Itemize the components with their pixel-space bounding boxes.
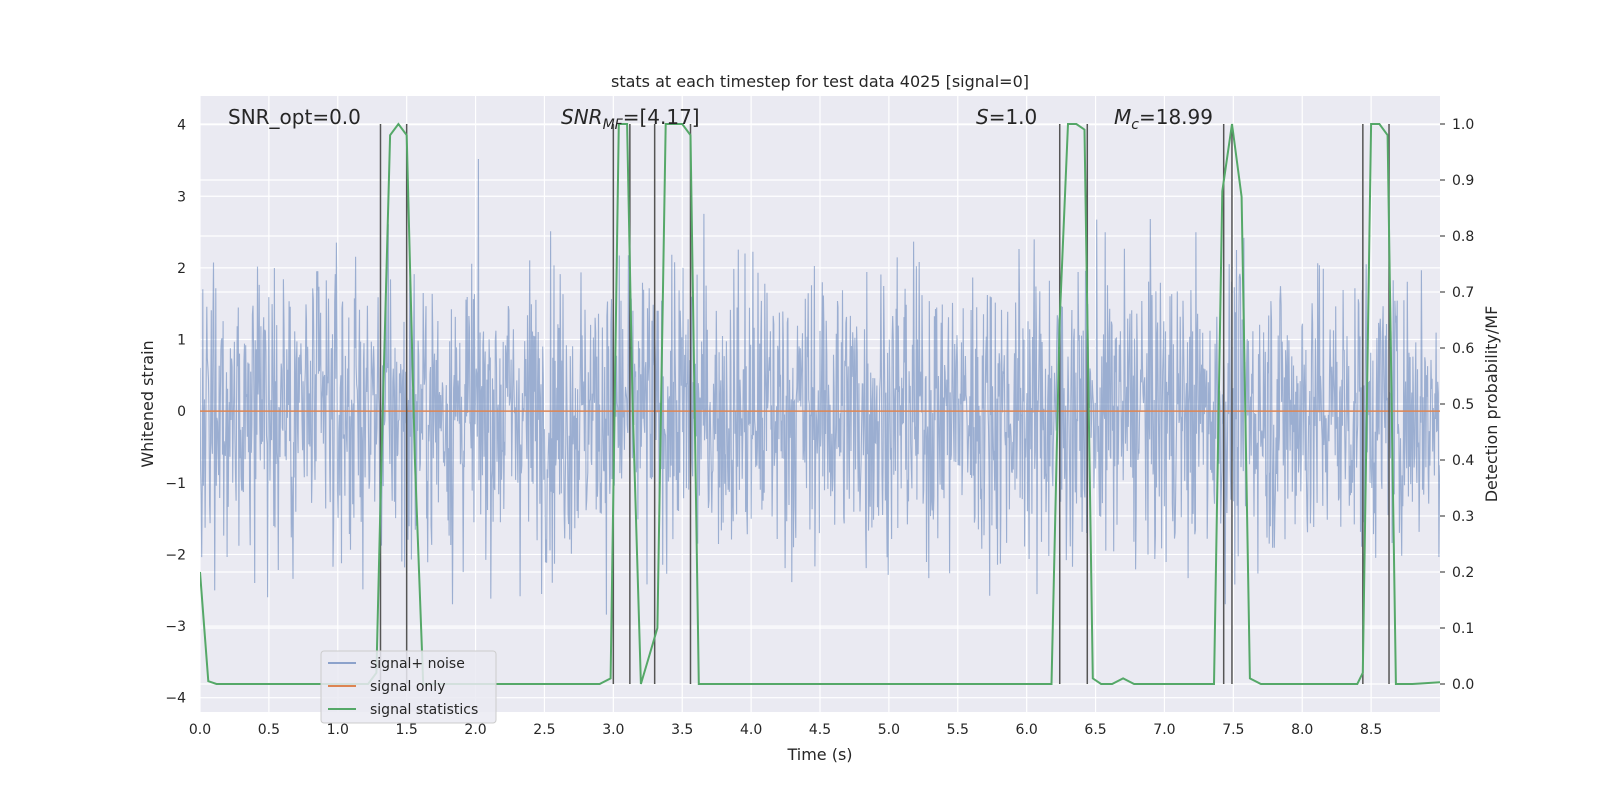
y-tick-label: 1 (177, 333, 186, 349)
y2-tick-label: 0.5 (1452, 397, 1474, 413)
y-axis-ticks: −4 −3 −2 −1 0 1 2 3 4 (165, 118, 186, 707)
x-tick-label: 7.5 (1222, 722, 1244, 738)
y-tick-label: 4 (177, 118, 186, 134)
legend-label-signal-statistics: signal statistics (370, 702, 478, 718)
chart-title: stats at each timestep for test data 402… (611, 72, 1029, 91)
x-tick-label: 6.5 (1084, 722, 1106, 738)
annotation-mc-value: =18.99 (1139, 105, 1213, 129)
x-tick-label: 4.0 (740, 722, 762, 738)
x-tick-label: 3.0 (602, 722, 624, 738)
x-tick-label: 1.5 (396, 722, 418, 738)
y2-tick-label: 0.0 (1452, 677, 1474, 693)
y-axis-label: Whitened strain (138, 340, 157, 467)
x-tick-label: 0.5 (258, 722, 280, 738)
annotation-mc-main: M (1114, 105, 1131, 129)
y2-tick-label: 0.8 (1452, 229, 1474, 245)
annotation-s-value: =1.0 (989, 105, 1038, 129)
legend-label-signal-only: signal only (370, 679, 445, 695)
y2-tick-label: 0.4 (1452, 453, 1474, 469)
y-tick-label: −4 (165, 691, 186, 707)
y-tick-label: 2 (177, 261, 186, 277)
x-tick-label: 4.5 (809, 722, 831, 738)
x-tick-label: 8.5 (1360, 722, 1382, 738)
annotation-mc-sub: c (1131, 117, 1139, 133)
y2-tick-label: 0.1 (1452, 621, 1474, 637)
x-tick-label: 5.5 (947, 722, 969, 738)
legend: signal+ noise signal only signal statist… (320, 650, 497, 724)
y-tick-label: 0 (177, 404, 186, 420)
y2-tick-label: 0.7 (1452, 285, 1474, 301)
annotation-snr-opt: SNR_opt=0.0 (228, 105, 361, 129)
legend-label-signal-noise: signal+ noise (370, 656, 465, 672)
annotation-snr-mf-value: =[4.17] (623, 105, 700, 129)
x-tick-label: 6.0 (1016, 722, 1038, 738)
x-tick-label: 2.5 (533, 722, 555, 738)
annotation-s: S=1.0 (976, 105, 1037, 129)
x-tick-label: 1.0 (327, 722, 349, 738)
y2-axis-ticks: 0.0 0.1 0.2 0.3 0.4 0.5 0.6 0.7 0.8 0.9 1.0 (1440, 117, 1474, 693)
x-tick-label: 8.0 (1291, 722, 1313, 738)
x-tick-label: 0.0 (189, 722, 211, 738)
signal-statistics-line (200, 122, 1440, 685)
vertical-marker-lines (379, 124, 1390, 684)
series-signal-statistics (200, 122, 1440, 685)
legend-box (320, 650, 497, 724)
x-tick-label: 5.0 (878, 722, 900, 738)
y-tick-label: −2 (165, 547, 186, 563)
annotation-snr-mf: SNRMF=[4.17] (561, 105, 700, 133)
y2-tick-label: 0.6 (1452, 341, 1474, 357)
x-tick-label: 7.0 (1153, 722, 1175, 738)
y2-tick-label: 0.9 (1452, 173, 1474, 189)
annotation-s-main: S (976, 105, 989, 129)
y-tick-label: −3 (165, 619, 186, 635)
y-tick-label: 3 (177, 189, 186, 205)
annotation-mc: Mc=18.99 (1114, 105, 1213, 133)
y2-axis-label: Detection probability/MF (1482, 306, 1501, 503)
y-tick-label: −1 (165, 476, 186, 492)
annotation-snr-mf-sub: MF (603, 117, 624, 133)
x-tick-label: 2.0 (464, 722, 486, 738)
y2-tick-label: 1.0 (1452, 117, 1474, 133)
y2-tick-label: 0.3 (1452, 509, 1474, 525)
annotation-snr-mf-main: SNR (561, 105, 603, 129)
y2-tick-label: 0.2 (1452, 565, 1474, 581)
x-tick-label: 3.5 (671, 722, 693, 738)
x-axis-label: Time (s) (786, 745, 852, 764)
x-axis-ticks: 0.0 0.5 1.0 1.5 2.0 2.5 3.0 3.5 4.0 4.5 5.0 5.5 6.0 6… (189, 722, 1382, 738)
